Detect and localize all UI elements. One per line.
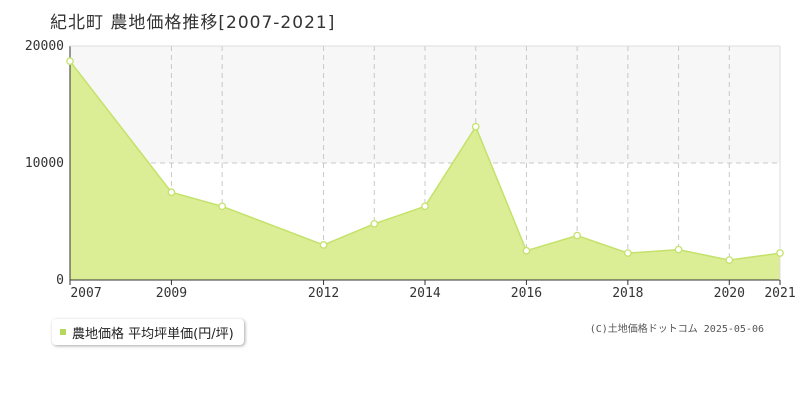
legend-swatch: [60, 329, 66, 335]
data-point: [674, 245, 683, 254]
data-point: [776, 249, 784, 257]
x-tick-label: 2018: [612, 286, 643, 301]
data-point: [471, 122, 480, 131]
x-tick-label: 2014: [409, 286, 440, 301]
data-point: [370, 219, 379, 228]
data-point: [573, 231, 581, 240]
data-point: [421, 202, 429, 211]
data-point: [319, 241, 328, 249]
x-tick-label: 2021: [764, 286, 795, 301]
legend: 農地価格 平均坪単価(円/坪): [52, 319, 244, 345]
legend-label: 農地価格 平均坪単価(円/坪): [72, 326, 234, 342]
y-tick-label: 10000: [25, 156, 64, 171]
x-tick-label: 2007: [70, 286, 101, 301]
x-tick-label: 2009: [156, 286, 187, 301]
x-tick-label: 2012: [308, 286, 339, 301]
data-point: [624, 249, 632, 257]
data-point: [167, 188, 176, 197]
data-point: [522, 246, 531, 255]
copyright-credit: (C)土地価格ドットコム 2025-05-06: [589, 324, 764, 335]
x-tick-label: 2020: [714, 286, 745, 301]
data-point: [725, 256, 734, 264]
y-tick-label: 20000: [25, 39, 64, 54]
data-point: [66, 57, 74, 66]
y-tick-label: 0: [56, 273, 64, 288]
chart-title: 紀北町 農地価格推移[2007-2021]: [50, 13, 336, 33]
x-tick-label: 2016: [511, 286, 542, 301]
data-point: [218, 202, 226, 211]
series-area: [70, 61, 780, 281]
